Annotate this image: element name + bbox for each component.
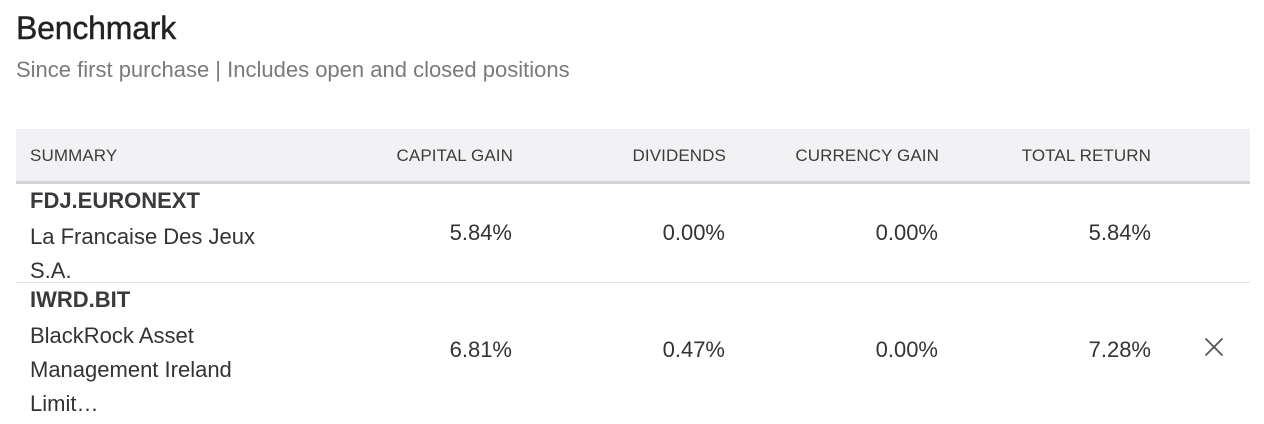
column-header-total-return[interactable]: TOTAL RETURN (1021, 146, 1151, 165)
remove-benchmark-button[interactable] (1202, 335, 1226, 359)
row-ticker: FDJ.EURONEXT (30, 188, 200, 213)
row-security-name: La Francaise Des Jeux S.A. (30, 224, 255, 283)
row-dividends: 0.47% (662, 337, 725, 362)
row-dividends: 0.00% (662, 220, 725, 245)
row-security-name: BlackRock Asset Management Ireland Limit… (30, 323, 232, 416)
page-title: Benchmark (16, 10, 177, 46)
page-subtitle: Since first purchase | Includes open and… (16, 57, 570, 82)
row-currency-gain: 0.00% (875, 220, 938, 245)
row-capital-gain: 6.81% (449, 337, 512, 362)
row-ticker: IWRD.BIT (30, 287, 131, 312)
column-header-dividends[interactable]: DIVIDENDS (632, 146, 726, 165)
close-icon[interactable] (1202, 335, 1226, 359)
table-row: IWRD.BIT BlackRock Asset Management Irel… (16, 283, 1250, 419)
column-header-summary[interactable]: SUMMARY (30, 146, 118, 165)
table-header: SUMMARY CAPITAL GAIN DIVIDENDS CURRENCY … (16, 129, 1250, 184)
row-capital-gain: 5.84% (449, 220, 512, 245)
row-total-return: 7.28% (1088, 337, 1151, 362)
column-header-currency-gain[interactable]: CURRENCY GAIN (795, 146, 939, 165)
row-total-return: 5.84% (1088, 220, 1151, 245)
column-header-capital-gain[interactable]: CAPITAL GAIN (396, 146, 513, 165)
row-currency-gain: 0.00% (875, 337, 938, 362)
benchmark-table: SUMMARY CAPITAL GAIN DIVIDENDS CURRENCY … (16, 129, 1250, 419)
table-row: FDJ.EURONEXT La Francaise Des Jeux S.A. … (16, 184, 1250, 283)
